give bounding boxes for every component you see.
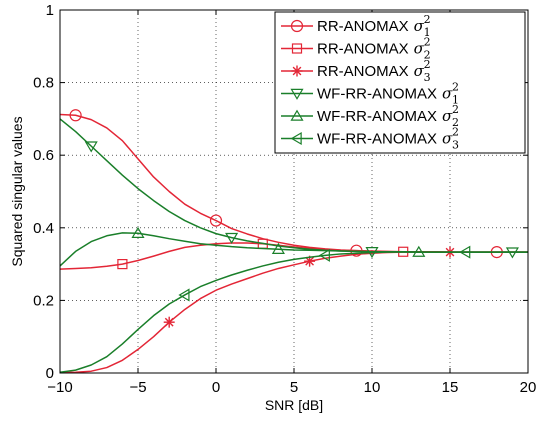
data-point-marker: [209, 214, 223, 227]
legend-sigma: σ: [414, 62, 425, 80]
legend-superscript: 2: [424, 36, 431, 49]
legend-box: [274, 11, 526, 154]
y-tick-label: 1: [46, 2, 54, 19]
legend-subscript: 3: [424, 71, 431, 84]
y-tick-label: 0.8: [33, 75, 54, 92]
legend-subscript: 3: [452, 139, 459, 152]
data-point-marker: [131, 226, 145, 238]
data-point-marker: [318, 248, 330, 262]
legend-subscript: 1: [452, 94, 459, 107]
legend-superscript: 2: [424, 13, 431, 26]
data-point-marker: [178, 288, 190, 302]
legend-entry: WF-RR-ANOMAX σ 21: [281, 81, 459, 107]
legend-entry: WF-RR-ANOMAX σ 22: [281, 103, 459, 129]
legend-subscript: 2: [452, 116, 459, 129]
legend-subscript: 1: [424, 26, 431, 39]
legend-entry: RR-ANOMAX σ 22: [281, 36, 431, 62]
legend-label: RR-ANOMAX: [317, 41, 409, 58]
series-line: [59, 251, 528, 374]
legend-sigma: σ: [442, 130, 453, 148]
legend-subscript: 2: [424, 49, 431, 62]
x-tick-label: 10: [364, 379, 381, 396]
x-axis-label: SNR [dB]: [265, 397, 323, 413]
legend-entry: RR-ANOMAX σ 23: [281, 58, 431, 84]
legend-marker: [290, 19, 304, 33]
y-tick-label: 0.2: [33, 292, 54, 309]
x-tick-label: 0: [212, 379, 220, 396]
series-layer: [59, 109, 528, 374]
legend-superscript: 2: [452, 126, 459, 139]
x-tick-label: 5: [290, 379, 298, 396]
legend-sigma: σ: [442, 107, 453, 125]
data-point-marker: [69, 109, 82, 122]
series-6: [59, 245, 528, 374]
legend-superscript: 2: [452, 81, 459, 94]
data-point-marker: [225, 232, 239, 245]
legend-marker: [291, 43, 303, 54]
legend-label: WF-RR-ANOMAX: [317, 108, 437, 125]
legend-sigma: σ: [442, 85, 453, 103]
legend-sigma: σ: [414, 40, 425, 58]
data-point-marker: [84, 141, 98, 153]
axis-ticks: −10 −5 0 5 10 15 20 0 0.2 0.4 0.6 0.8 1: [33, 2, 536, 396]
y-tick-label: 0: [46, 365, 54, 382]
y-tick-label: 0.6: [33, 147, 54, 164]
legend-marker: [290, 88, 304, 100]
legend-superscript: 2: [452, 103, 459, 116]
data-point-marker: [117, 259, 128, 270]
legend-sigma: σ: [414, 17, 425, 35]
legend-marker: [290, 109, 304, 121]
y-tick-label: 0.4: [33, 220, 54, 237]
y-axis-label: Squared singular values: [9, 116, 25, 266]
data-point-marker: [163, 316, 175, 328]
legend-label: WF-RR-ANOMAX: [317, 86, 437, 103]
data-point-marker: [459, 245, 471, 259]
data-point-marker: [271, 242, 285, 254]
x-tick-label: 20: [520, 379, 537, 396]
legend-marker: [291, 65, 303, 77]
x-tick-label: −10: [47, 379, 72, 396]
legend-label: RR-ANOMAX: [317, 63, 409, 80]
legend-marker: [290, 131, 302, 146]
legend-entry: WF-RR-ANOMAX σ 23: [281, 126, 459, 152]
legend-label: WF-RR-ANOMAX: [317, 131, 437, 148]
legend-entry: RR-ANOMAX σ 21: [281, 13, 431, 39]
legend-superscript: 2: [424, 58, 431, 71]
legend-label: RR-ANOMAX: [317, 18, 409, 35]
x-tick-label: 15: [442, 379, 459, 396]
x-tick-label: −5: [129, 379, 146, 396]
